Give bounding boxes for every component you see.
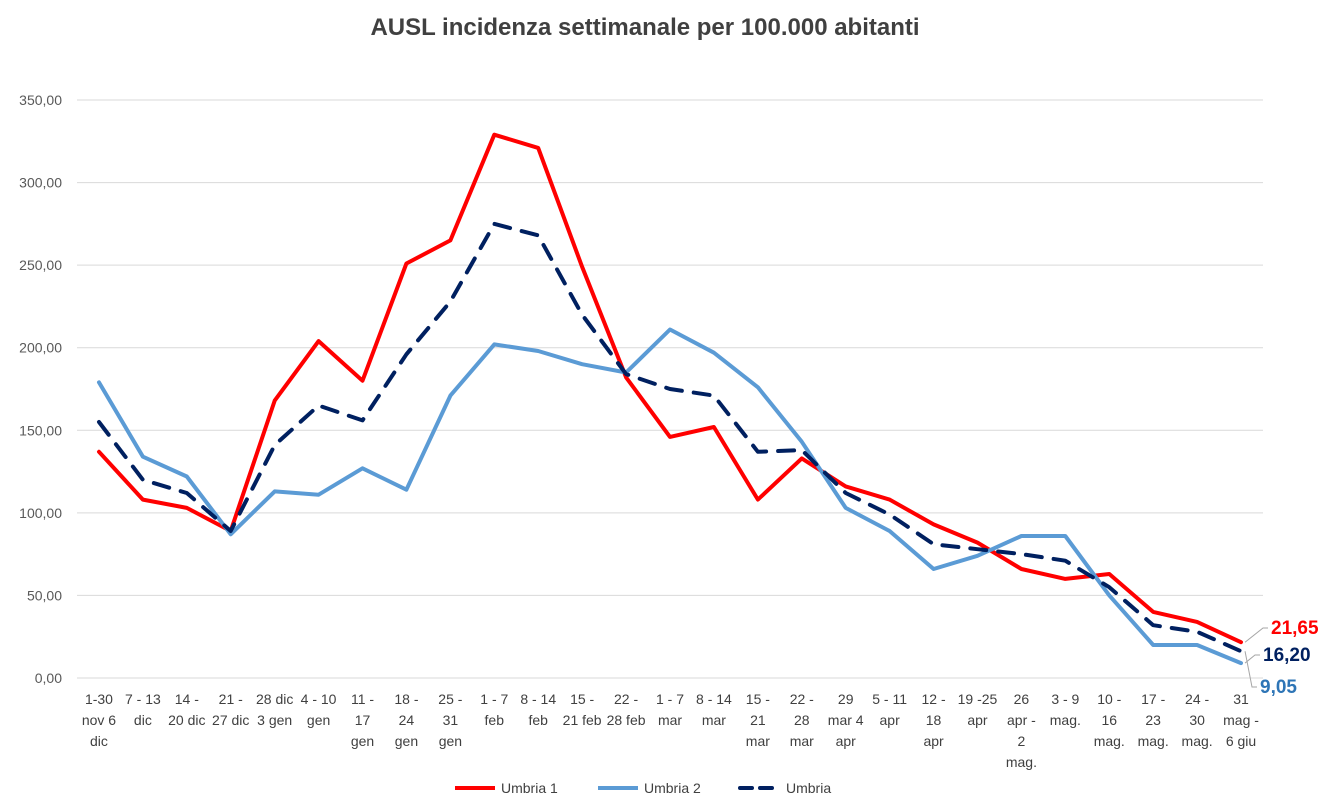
series-line-umbria: [97, 221, 1243, 654]
y-tick-label: 50,00: [27, 587, 62, 603]
y-tick-label: 0,00: [35, 670, 62, 686]
x-tick-label: 3 - 9 mag.: [1050, 691, 1081, 728]
x-tick-label: 12 -18 apr: [921, 691, 945, 749]
x-tick-label: 17 -23 mag.: [1138, 691, 1169, 749]
y-tick-label: 300,00: [19, 175, 62, 191]
x-tick-label: 15 -21 feb: [563, 691, 602, 728]
series-lines: [97, 132, 1243, 666]
x-tick-label: 21 -27 dic: [212, 691, 249, 728]
x-tick-label: 8 - 14 feb: [520, 691, 556, 728]
x-tick-label: 29 mar 4 apr: [828, 691, 864, 749]
x-tick-label: 7 - 13 dic: [125, 691, 161, 728]
end-label-leader: [1244, 627, 1268, 643]
x-tick-label: 26 apr -2 mag.: [1006, 691, 1037, 770]
series-line-umbria-2: [97, 327, 1243, 666]
x-tick-label: 1-30 nov 6 dic: [82, 691, 116, 749]
chart-title: AUSL incidenza settimanale per 100.000 a…: [370, 14, 919, 41]
x-tick-label: 22 -28 mar: [790, 691, 814, 749]
y-axis-ticks: 0,00 50,00 100,00 150,00 200,00 250,00 300,00 3…: [19, 92, 62, 686]
y-tick-label: 100,00: [19, 505, 62, 521]
x-tick-label: 24 -30 mag.: [1182, 691, 1213, 749]
end-labels: 21,65 16,20 9,05: [1244, 618, 1319, 698]
x-tick-label: 28 dic 3 gen: [256, 691, 293, 728]
end-value-label: 21,65: [1271, 618, 1319, 639]
series-line-umbria-1: [97, 132, 1243, 645]
x-tick-label: 19 -25 apr: [958, 691, 998, 728]
y-tick-label: 150,00: [19, 422, 62, 438]
x-tick-label: 4 - 10 gen: [301, 691, 337, 728]
x-tick-label: 15 -21 mar: [746, 691, 770, 749]
x-tick-label: 11 -17 gen: [351, 691, 375, 749]
end-label-leader: [1244, 654, 1260, 664]
x-tick-label: 18 -24 gen: [394, 691, 418, 749]
x-tick-label: 1 - 7 feb: [480, 691, 508, 728]
y-tick-label: 200,00: [19, 340, 62, 356]
gridlines: [77, 99, 1263, 679]
x-tick-label: 1 - 7 mar: [656, 691, 684, 728]
x-tick-label: 8 - 14 mar: [696, 691, 732, 728]
end-value-label: 16,20: [1263, 645, 1311, 666]
x-tick-label: 10 -16 mag.: [1094, 691, 1125, 749]
end-value-label: 9,05: [1260, 677, 1297, 698]
x-tick-label: 14 -20 dic: [168, 691, 205, 728]
x-tick-label: 22 -28 feb: [607, 691, 646, 728]
legend-label: Umbria: [786, 780, 831, 796]
x-tick-label: 5 - 11 apr: [872, 691, 907, 728]
legend-label: Umbria 2: [644, 780, 701, 796]
legend-label: Umbria 1: [501, 780, 558, 796]
x-tick-label: 25 -31 gen: [438, 691, 462, 749]
legend: Umbria 1 Umbria 2 Umbria: [455, 780, 831, 796]
y-tick-label: 250,00: [19, 257, 62, 273]
y-tick-label: 350,00: [19, 92, 62, 108]
x-tick-label: 31 mag -6 giu: [1223, 691, 1259, 749]
end-label-leader: [1244, 651, 1257, 688]
